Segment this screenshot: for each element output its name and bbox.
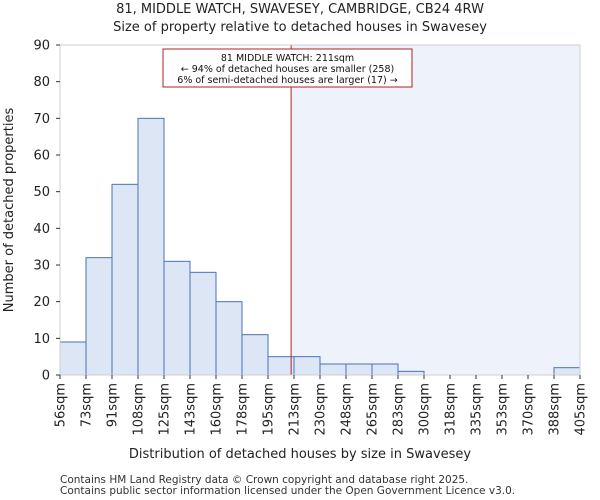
bar-56sqm <box>59 341 87 376</box>
y-tick-label: 20 <box>33 295 50 310</box>
chart-title-line1: 81, MIDDLE WATCH, SWAVESEY, CAMBRIDGE, C… <box>116 2 484 17</box>
bar-248sqm <box>345 363 373 376</box>
x-tick-label: 230sqm <box>314 383 329 436</box>
chart-title-line2: Size of property relative to detached ho… <box>113 20 487 35</box>
x-tick-label: 56sqm <box>54 383 69 427</box>
bar-388sqm <box>553 367 581 376</box>
bar-143sqm <box>189 271 217 376</box>
y-axis-ticks: 0 10 20 30 40 50 60 70 80 90 <box>33 39 60 384</box>
x-tick-label: 108sqm <box>132 383 147 436</box>
y-tick-label: 50 <box>33 185 50 200</box>
footer-line2: Contains public sector information licen… <box>60 485 515 497</box>
x-axis-ticks: 56sqm 73sqm 91sqm 108sqm 125sqm 143sqm 160sqm 1… <box>54 375 589 436</box>
bar-108sqm <box>137 117 165 376</box>
bar-230sqm <box>319 363 347 376</box>
y-tick-label: 60 <box>33 149 50 164</box>
x-tick-label: 213sqm <box>288 383 303 436</box>
larger-properties-shading <box>291 45 580 375</box>
x-tick-label: 318sqm <box>444 383 459 436</box>
y-tick-label: 80 <box>33 75 50 90</box>
x-tick-label: 388sqm <box>548 383 563 436</box>
x-tick-label: 125sqm <box>158 383 173 436</box>
y-axis-label: Number of detached properties <box>2 108 17 313</box>
x-tick-label: 283sqm <box>392 383 407 436</box>
x-tick-label: 91sqm <box>106 383 121 427</box>
x-tick-label: 160sqm <box>210 383 225 436</box>
y-tick-label: 70 <box>33 112 50 127</box>
bar-73sqm <box>85 257 113 376</box>
x-tick-label: 195sqm <box>262 383 277 436</box>
bar-195sqm <box>267 356 295 376</box>
bars-group <box>59 117 581 376</box>
annotation-line1: 81 MIDDLE WATCH: 211sqm <box>221 53 354 64</box>
x-tick-label: 265sqm <box>366 383 381 436</box>
footer-line1: Contains HM Land Registry data © Crown c… <box>60 474 468 486</box>
y-tick-label: 40 <box>33 222 50 237</box>
y-tick-label: 10 <box>33 332 50 347</box>
x-tick-label: 300sqm <box>418 383 433 436</box>
bar-213sqm <box>293 356 321 376</box>
x-tick-label: 73sqm <box>80 383 95 427</box>
x-tick-label: 248sqm <box>340 383 355 436</box>
y-tick-label: 30 <box>33 259 50 274</box>
x-tick-label: 405sqm <box>574 383 589 436</box>
x-tick-label: 335sqm <box>470 383 485 436</box>
y-tick-label: 0 <box>42 369 50 384</box>
y-tick-label: 90 <box>33 39 50 54</box>
bar-265sqm <box>371 363 399 376</box>
x-axis-label: Distribution of detached houses by size … <box>129 447 472 462</box>
x-tick-label: 143sqm <box>184 383 199 436</box>
bar-125sqm <box>163 260 191 376</box>
x-tick-label: 353sqm <box>496 383 511 436</box>
bar-91sqm <box>111 183 139 376</box>
annotation-line3: 6% of semi-detached houses are larger (1… <box>177 75 397 86</box>
bar-160sqm <box>215 301 243 376</box>
annotation-line2: ← 94% of detached houses are smaller (25… <box>181 64 394 75</box>
bar-283sqm <box>397 370 425 376</box>
x-tick-label: 178sqm <box>236 383 251 436</box>
bar-178sqm <box>241 334 269 376</box>
x-tick-label: 370sqm <box>522 383 537 436</box>
annotation-box <box>162 48 413 88</box>
